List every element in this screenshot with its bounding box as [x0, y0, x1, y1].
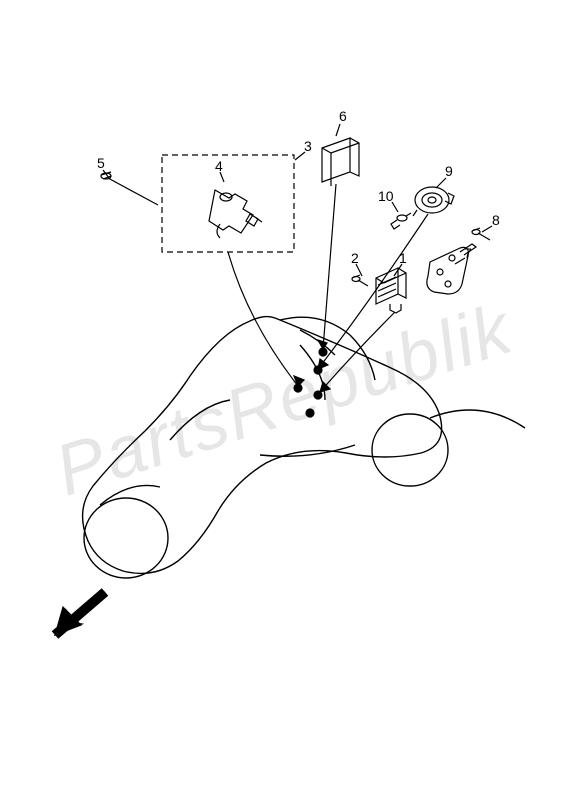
callout-9: 9 — [445, 163, 453, 179]
callout-2: 2 — [351, 250, 359, 266]
callout-5: 5 — [97, 155, 105, 171]
callout-leaders — [103, 124, 492, 276]
part-3-4-assembly — [209, 190, 262, 238]
parts-group-box — [162, 155, 294, 252]
scooter-outline — [83, 317, 525, 578]
part-10-connector — [391, 213, 411, 229]
part-6-box — [322, 138, 359, 186]
callout-1: 1 — [399, 250, 407, 266]
callout-7: 7 — [464, 245, 472, 261]
callout-4: 4 — [215, 158, 223, 174]
part-5-screw — [101, 172, 158, 205]
callout-10: 10 — [378, 188, 394, 204]
part-1-regulator — [376, 268, 406, 313]
direction-arrow — [55, 592, 105, 635]
parts-diagram-svg — [0, 0, 567, 800]
part-2-bolt — [352, 275, 368, 286]
part-9-horn — [413, 187, 454, 216]
callout-8: 8 — [492, 212, 500, 228]
part-8-bolt — [472, 228, 490, 240]
callout-6: 6 — [339, 108, 347, 124]
callout-3: 3 — [304, 138, 312, 154]
